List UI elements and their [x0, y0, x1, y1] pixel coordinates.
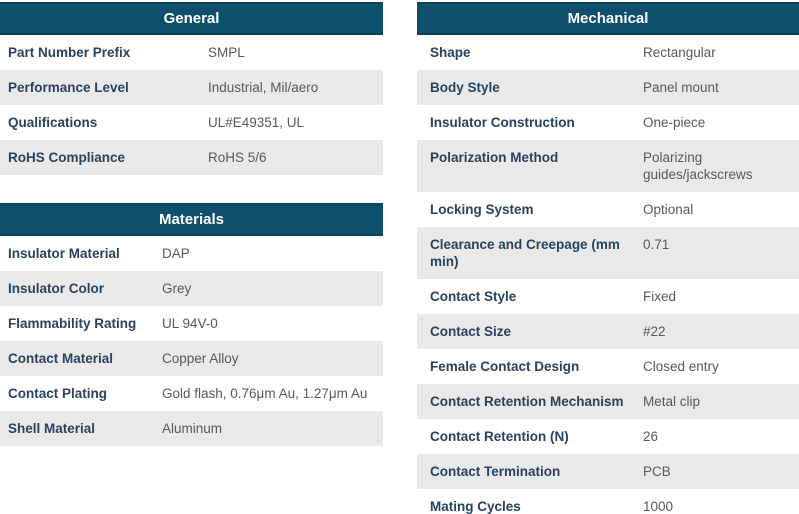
spec-label: Locking System: [430, 202, 534, 217]
spec-label: Polarization Method: [430, 150, 559, 165]
spec-table-mechanical-rows: Shape Rectangular Body Style Panel mount Ins…: [417, 35, 799, 514]
spec-table-general: General Part Number Prefix SMPL Performanc…: [0, 2, 383, 175]
spec-label: Shape: [430, 45, 471, 60]
spec-label: Qualifications: [8, 115, 98, 130]
spec-value: Panel mount: [643, 80, 719, 95]
spec-row: Shape Rectangular: [417, 35, 799, 70]
spec-value: PCB: [643, 464, 671, 479]
spec-row: Mating Cycles 1000: [417, 489, 799, 514]
spec-row: Insulator Construction One-piece: [417, 105, 799, 140]
spec-table-general-rows: Part Number Prefix SMPL Performance Level I…: [0, 35, 383, 175]
spec-row: Polarization Method Polarizing guides/jac…: [417, 140, 799, 192]
spec-value: DAP: [162, 246, 190, 261]
spec-value: #22: [643, 324, 666, 339]
spec-value: SMPL: [208, 45, 245, 60]
spec-row: Contact Size #22: [417, 314, 799, 349]
spec-row: Contact Retention (N) 26: [417, 419, 799, 454]
spec-value: Fixed: [643, 289, 677, 304]
spec-label: Clearance and Creepage (mm min): [430, 237, 620, 269]
spec-value: Gold flash, 0.76μm Au, 1.27μm Au: [162, 386, 368, 401]
spec-table-mechanical-header: Mechanical: [417, 2, 799, 35]
spec-label: Insulator Construction: [430, 115, 575, 130]
spec-row: Flammability Rating UL 94V-0: [0, 306, 383, 341]
spec-label: Contact Plating: [8, 386, 108, 401]
spec-value: RoHS 5/6: [208, 150, 267, 165]
spec-row: Contact Plating Gold flash, 0.76μm Au, 1.…: [0, 376, 383, 411]
spec-value: Grey: [162, 281, 192, 296]
spec-value: 0.71: [643, 237, 670, 252]
spec-table-mechanical: Mechanical Shape Rectangular Body Style Pan…: [417, 2, 799, 514]
spec-label: Part Number Prefix: [8, 45, 131, 60]
spec-label: Contact Material: [8, 351, 114, 366]
spec-value: UL#E49351, UL: [208, 115, 305, 130]
spec-value: Optional: [643, 202, 694, 217]
spec-row: Qualifications UL#E49351, UL: [0, 105, 383, 140]
spec-label: Female Contact Design: [430, 359, 580, 374]
spec-value: 1000: [643, 499, 674, 514]
spec-label: Insulator Material: [8, 246, 120, 261]
spec-row: Locking System Optional: [417, 192, 799, 227]
spec-value: One-piece: [643, 115, 706, 130]
spec-label: Contact Size: [430, 324, 512, 339]
spec-table-materials-header: Materials: [0, 203, 383, 236]
spec-row: Contact Retention Mechanism Metal clip: [417, 384, 799, 419]
spec-table-general-header: General: [0, 2, 383, 35]
spec-label: Contact Termination: [430, 464, 561, 479]
spec-table-materials-rows: Insulator Material DAP Insulator Color Grey…: [0, 236, 383, 446]
spec-value: Industrial, Mil/aero: [208, 80, 319, 95]
spec-label: Contact Retention (N): [430, 429, 569, 444]
spec-row: Female Contact Design Closed entry: [417, 349, 799, 384]
spec-label: Body Style: [430, 80, 500, 95]
spec-label: Contact Style: [430, 289, 517, 304]
spec-value: Rectangular: [643, 45, 716, 60]
spec-label: Flammability Rating: [8, 316, 137, 331]
spec-label: Insulator Color: [8, 281, 105, 296]
spec-row: Insulator Material DAP: [0, 236, 383, 271]
spec-label: Contact Retention Mechanism: [430, 394, 624, 409]
spec-value: Closed entry: [643, 359, 719, 374]
spec-value: 26: [643, 429, 659, 444]
spec-label: Shell Material: [8, 421, 96, 436]
spec-label: Performance Level: [8, 80, 129, 95]
left-column: General Part Number Prefix SMPL Performanc…: [0, 2, 383, 514]
spec-value: Polarizing guides/jackscrews: [643, 150, 753, 182]
spec-value: Copper Alloy: [162, 351, 239, 366]
spec-row: Contact Termination PCB: [417, 454, 799, 489]
spec-row: Contact Material Copper Alloy: [0, 341, 383, 376]
spec-row: Insulator Color Grey: [0, 271, 383, 306]
spec-row: Performance Level Industrial, Mil/aero: [0, 70, 383, 105]
spec-row: Shell Material Aluminum: [0, 411, 383, 446]
spec-table-materials: Materials Insulator Material DAP Insulator…: [0, 203, 383, 446]
spec-row: Clearance and Creepage (mm min) 0.71: [417, 227, 799, 279]
spec-value: UL 94V-0: [162, 316, 218, 331]
right-column: Mechanical Shape Rectangular Body Style Pan…: [417, 2, 799, 514]
spec-row: Contact Style Fixed: [417, 279, 799, 314]
spec-value: Aluminum: [162, 421, 223, 436]
spec-row: Body Style Panel mount: [417, 70, 799, 105]
spec-row: Part Number Prefix SMPL: [0, 35, 383, 70]
spec-row: RoHS Compliance RoHS 5/6: [0, 140, 383, 175]
spec-label: Mating Cycles: [430, 499, 521, 514]
spec-value: Metal clip: [643, 394, 701, 409]
spec-label: RoHS Compliance: [8, 150, 126, 165]
